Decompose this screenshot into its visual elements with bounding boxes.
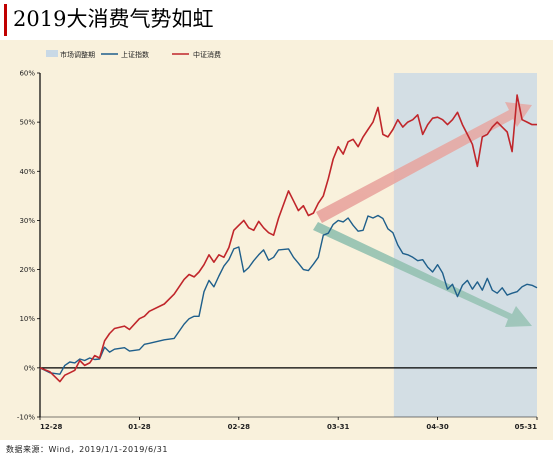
title-bar: 2019大消费气势如虹 [0, 0, 553, 40]
trend-arrow-up [316, 102, 532, 223]
x-ticks: 12-28 01-28 02-28 03-31 04-30 05-31 [39, 417, 538, 431]
line-shanghai-index [39, 214, 538, 375]
line-consumer-index [39, 94, 537, 383]
x-tick-label: 03-31 [327, 423, 350, 431]
y-tick-label: 50% [19, 119, 35, 127]
source-note: 数据来源：Wind，2019/1/1-2019/6/31 [6, 445, 168, 454]
legend-swatch-band [46, 50, 58, 57]
legend-label-consumer: 中证消费 [193, 50, 221, 59]
x-tick-label: 05-31 [515, 423, 538, 431]
chart-title: 2019大消费气势如虹 [13, 7, 214, 31]
y-tick-label: 60% [19, 70, 35, 78]
legend: 市场调整期 上证指数 中证消费 [46, 50, 221, 59]
title-accent-bar [4, 4, 7, 36]
x-tick-label: 12-28 [40, 423, 63, 431]
y-tick-label: 0% [24, 364, 35, 372]
trend-arrow-down [313, 222, 532, 327]
y-tick-label: 40% [19, 168, 35, 176]
x-tick-label: 02-28 [228, 423, 251, 431]
y-ticks: -10% 0% 10% 20% 30% 40% 50% 60% [17, 70, 40, 422]
y-tick-label: 10% [19, 315, 35, 323]
legend-label-shanghai: 上证指数 [121, 50, 149, 59]
y-tick-label: 20% [19, 266, 35, 274]
legend-label-band: 市场调整期 [60, 50, 95, 59]
y-tick-label: -10% [17, 414, 35, 422]
highlight-band [393, 73, 537, 417]
x-tick-label: 01-28 [128, 423, 151, 431]
x-tick-label: 04-30 [426, 423, 449, 431]
chart-svg: 市场调整期 上证指数 中证消费 -10% 0% 10% 20% 30% 40% 50% 60%… [17, 50, 538, 431]
footer [0, 440, 553, 467]
y-tick-label: 30% [19, 217, 35, 225]
